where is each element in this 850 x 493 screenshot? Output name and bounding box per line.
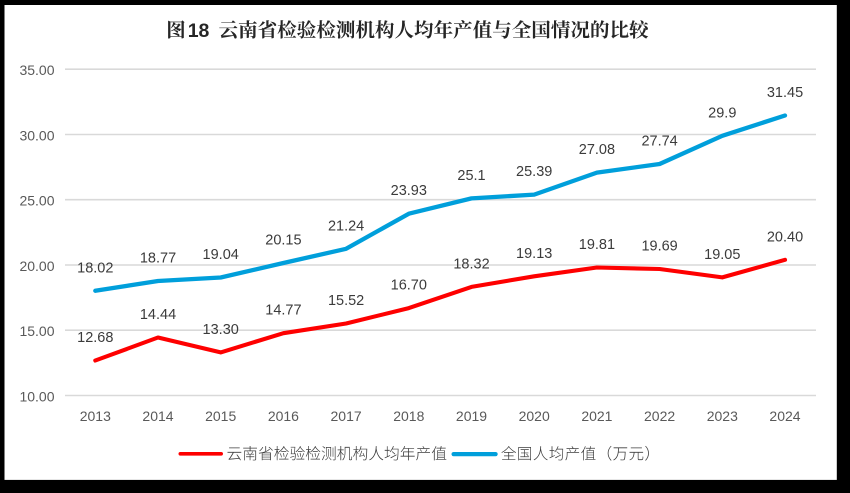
svg-text:31.45: 31.45 <box>767 85 803 101</box>
svg-text:2018: 2018 <box>393 408 424 424</box>
svg-text:2015: 2015 <box>205 408 236 424</box>
svg-text:19.04: 19.04 <box>203 247 239 263</box>
svg-text:2017: 2017 <box>331 408 362 424</box>
svg-text:2020: 2020 <box>519 408 550 424</box>
svg-text:16.70: 16.70 <box>391 278 427 294</box>
svg-text:14.44: 14.44 <box>140 307 176 323</box>
svg-text:2023: 2023 <box>707 408 738 424</box>
svg-text:25.1: 25.1 <box>457 168 485 184</box>
svg-text:30.00: 30.00 <box>19 127 54 143</box>
svg-text:29.9: 29.9 <box>708 105 736 121</box>
svg-text:23.93: 23.93 <box>391 183 427 199</box>
svg-text:2024: 2024 <box>769 408 800 424</box>
svg-text:21.24: 21.24 <box>328 218 364 234</box>
svg-text:25.39: 25.39 <box>516 164 552 180</box>
svg-text:12.68: 12.68 <box>77 330 113 346</box>
svg-text:18.77: 18.77 <box>140 251 176 267</box>
svg-text:2014: 2014 <box>142 408 173 424</box>
svg-text:2019: 2019 <box>456 408 487 424</box>
svg-text:18.02: 18.02 <box>77 260 113 276</box>
svg-text:20.40: 20.40 <box>767 229 803 245</box>
svg-text:15.52: 15.52 <box>328 293 364 309</box>
svg-text:14.77: 14.77 <box>265 303 301 319</box>
svg-text:15.00: 15.00 <box>19 323 54 339</box>
svg-text:19.13: 19.13 <box>516 246 552 262</box>
svg-text:2021: 2021 <box>581 408 612 424</box>
svg-text:27.08: 27.08 <box>579 142 615 158</box>
svg-text:20.00: 20.00 <box>19 258 54 274</box>
svg-text:19.69: 19.69 <box>641 239 677 255</box>
svg-text:18: 18 <box>188 20 210 42</box>
svg-text:25.00: 25.00 <box>19 193 54 209</box>
svg-text:35.00: 35.00 <box>19 62 54 78</box>
svg-text:2016: 2016 <box>268 408 299 424</box>
svg-text:27.74: 27.74 <box>641 134 677 150</box>
svg-text:10.00: 10.00 <box>19 388 54 404</box>
svg-text:19.81: 19.81 <box>579 237 615 253</box>
svg-text:2013: 2013 <box>80 408 111 424</box>
svg-text:13.30: 13.30 <box>203 322 239 338</box>
svg-text:19.05: 19.05 <box>704 247 740 263</box>
svg-text:20.15: 20.15 <box>265 233 301 249</box>
svg-text:2022: 2022 <box>644 408 675 424</box>
svg-text:18.32: 18.32 <box>453 256 489 272</box>
